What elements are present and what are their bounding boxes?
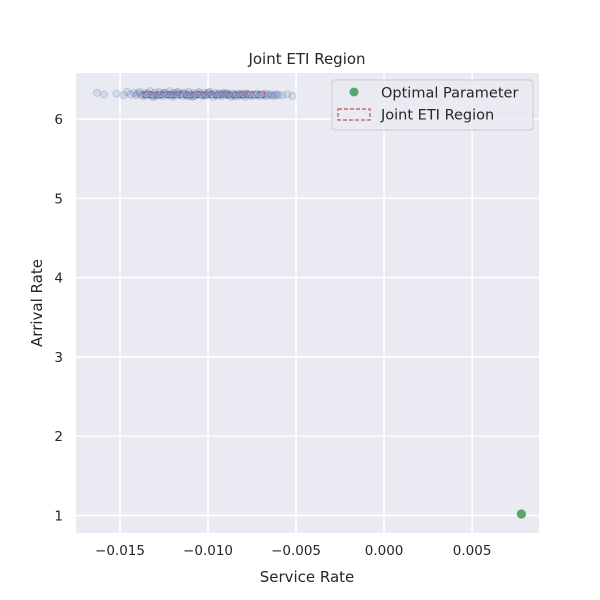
x-tick-label: −0.010 — [183, 543, 233, 559]
plot-area — [76, 73, 539, 533]
sample-point — [277, 91, 286, 100]
sample-point — [188, 92, 197, 101]
optimal-layer — [516, 509, 526, 519]
legend-box — [331, 79, 534, 131]
legend-optimal-marker — [349, 87, 359, 97]
sample-point — [204, 88, 213, 97]
sample-point — [168, 92, 177, 101]
x-axis-label: Service Rate — [260, 568, 355, 586]
legend-region-label: Joint ETI Region — [380, 108, 494, 124]
y-tick-labels: 1 2 3 4 5 6 — [54, 112, 63, 525]
sample-point — [200, 88, 209, 97]
x-tick-label: 0.000 — [365, 543, 404, 559]
sample-point — [131, 91, 140, 100]
sample-point — [288, 92, 297, 101]
y-tick-label: 2 — [54, 429, 63, 445]
eti-region-layer — [142, 91, 265, 99]
sample-point — [149, 92, 158, 101]
sample-point — [130, 88, 139, 97]
legend: Optimal Parameter Joint ETI Region — [331, 79, 534, 131]
sample-point — [182, 92, 191, 101]
sample-point — [211, 88, 220, 97]
sample-point — [93, 88, 102, 97]
sample-point — [147, 92, 156, 101]
legend-optimal-label: Optimal Parameter — [381, 86, 518, 102]
x-tick-label: −0.005 — [271, 543, 321, 559]
sample-point — [165, 87, 174, 96]
sample-point — [274, 91, 283, 100]
chart-title: Joint ETI Region — [247, 50, 365, 68]
sample-point — [160, 88, 169, 97]
x-tick-label: −0.015 — [95, 543, 145, 559]
sample-point — [123, 88, 132, 97]
legend-region-marker — [337, 108, 371, 121]
sample-point — [112, 89, 121, 98]
sample-point — [126, 90, 135, 99]
sample-point — [267, 90, 276, 99]
sample-point — [189, 88, 198, 97]
x-tick-labels: −0.015 −0.010 −0.005 0.000 0.005 — [95, 543, 491, 559]
sample-point — [145, 87, 154, 96]
sample-point — [269, 92, 278, 101]
sample-point — [189, 92, 198, 101]
sample-point — [151, 88, 160, 97]
eti-region-rect — [142, 91, 265, 99]
sample-point — [100, 90, 109, 99]
sample-point — [119, 91, 128, 100]
sample-point — [283, 90, 292, 99]
sample-point — [160, 88, 169, 97]
y-tick-label: 1 — [54, 509, 63, 525]
sample-point — [241, 92, 250, 101]
sample-point — [272, 90, 281, 99]
sample-point — [170, 88, 179, 97]
sample-point — [140, 88, 149, 97]
x-tick-label: 0.005 — [453, 543, 492, 559]
sample-point — [218, 89, 227, 98]
y-tick-label: 5 — [54, 191, 63, 207]
sample-point — [219, 88, 228, 97]
optimal-point — [516, 509, 526, 519]
sample-point — [242, 89, 251, 98]
sample-point — [270, 91, 279, 100]
sample-point — [133, 89, 142, 98]
y-tick-label: 4 — [54, 271, 63, 287]
sample-point — [172, 88, 181, 97]
y-tick-label: 6 — [54, 112, 63, 128]
sample-point — [181, 88, 190, 97]
sample-point — [265, 91, 274, 100]
y-axis-label: Arrival Rate — [28, 259, 46, 347]
sample-point — [209, 92, 218, 101]
y-tick-label: 3 — [54, 350, 63, 366]
sample-point — [226, 92, 235, 101]
